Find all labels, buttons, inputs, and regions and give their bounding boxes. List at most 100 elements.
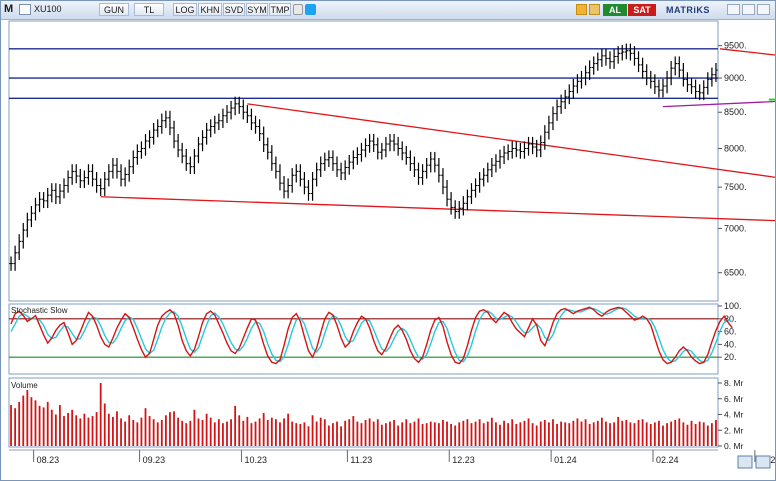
volume-bar bbox=[177, 417, 180, 446]
price-bar bbox=[433, 151, 437, 173]
volume-bar bbox=[478, 419, 481, 446]
volume-y-tick-label: 2. Mr bbox=[724, 425, 744, 435]
chart-canvas[interactable]: 6500. 7000. 7500. 8000. 8500. 9000. 9500. 100. 8… bbox=[1, 20, 775, 480]
price-bar bbox=[469, 183, 474, 204]
price-bar bbox=[701, 80, 706, 101]
price-bar bbox=[693, 79, 698, 99]
volume-bar bbox=[226, 421, 228, 446]
price-bar bbox=[294, 164, 299, 183]
volume-bar bbox=[482, 423, 485, 446]
alarm-icon[interactable] bbox=[589, 4, 600, 15]
price-bar bbox=[74, 164, 79, 184]
price-bar bbox=[494, 154, 498, 173]
minimize-icon[interactable] bbox=[727, 4, 740, 15]
volume-bar bbox=[291, 421, 294, 446]
volume-bar bbox=[662, 425, 664, 446]
volume-bar bbox=[250, 423, 253, 446]
price-bar bbox=[249, 108, 254, 131]
price-bar bbox=[653, 74, 657, 94]
close-icon[interactable] bbox=[757, 4, 770, 15]
trendline bbox=[662, 100, 775, 108]
log-scale-button[interactable]: LOG bbox=[173, 3, 197, 16]
price-bar bbox=[640, 57, 645, 79]
price-bar bbox=[192, 148, 197, 174]
price-bar bbox=[184, 148, 189, 171]
price-bar bbox=[302, 172, 307, 195]
price-bar bbox=[477, 172, 482, 193]
price-bar bbox=[208, 119, 213, 138]
price-bar bbox=[681, 62, 686, 87]
x-tick-label: 12.23 bbox=[452, 455, 475, 465]
volume-bar bbox=[26, 390, 29, 446]
volume-bar bbox=[613, 422, 615, 446]
volume-bar bbox=[413, 421, 416, 446]
volume-bar bbox=[372, 421, 375, 446]
stoch-k-line bbox=[10, 306, 733, 365]
volume-bar bbox=[222, 423, 224, 446]
volume-bar bbox=[140, 417, 143, 446]
volume-bar bbox=[653, 422, 656, 446]
price-bar bbox=[131, 150, 136, 174]
tmp-button[interactable]: TMP bbox=[269, 3, 291, 16]
khn-button[interactable]: KHN bbox=[198, 3, 222, 16]
sym-button[interactable]: SYM bbox=[246, 3, 268, 16]
buy-button[interactable]: AL bbox=[603, 4, 627, 16]
twitter-icon[interactable] bbox=[305, 4, 316, 15]
volume-bar bbox=[393, 420, 395, 446]
price-bar bbox=[147, 130, 152, 149]
price-bar bbox=[233, 96, 237, 116]
volume-bar bbox=[303, 422, 306, 446]
volume-bar bbox=[462, 420, 465, 446]
volume-bar bbox=[340, 426, 342, 446]
price-bar bbox=[710, 67, 714, 87]
volume-bar bbox=[356, 421, 359, 446]
edit-icon[interactable] bbox=[576, 4, 587, 15]
volume-panel bbox=[8, 377, 719, 448]
volume-bar bbox=[429, 421, 432, 446]
price-y-tick-label: 8000. bbox=[724, 143, 747, 153]
price-bar bbox=[54, 183, 58, 204]
volume-bar bbox=[107, 413, 110, 446]
period-button[interactable]: GUN bbox=[99, 3, 129, 16]
chart-style-button[interactable]: TL bbox=[134, 3, 164, 16]
print-icon[interactable] bbox=[293, 4, 303, 15]
price-bar bbox=[37, 192, 42, 213]
price-bar bbox=[229, 100, 233, 120]
price-bar bbox=[351, 150, 356, 170]
symbol-label[interactable]: XU100 bbox=[34, 4, 62, 14]
volume-bar bbox=[523, 420, 526, 446]
sell-button[interactable]: SAT bbox=[628, 4, 656, 16]
price-bar bbox=[286, 178, 290, 199]
price-bar bbox=[616, 46, 620, 64]
price-bar bbox=[498, 149, 502, 169]
svd-button[interactable]: SVD bbox=[223, 3, 245, 16]
volume-bar bbox=[262, 412, 265, 446]
volume-bar bbox=[380, 424, 383, 446]
volume-bar bbox=[364, 420, 367, 446]
price-bar bbox=[261, 126, 266, 152]
price-bar bbox=[481, 168, 486, 187]
price-bar bbox=[583, 65, 588, 86]
volume-bar bbox=[116, 411, 118, 446]
price-bar bbox=[123, 167, 127, 187]
volume-bar bbox=[499, 424, 501, 446]
volume-bar bbox=[197, 418, 200, 446]
price-bar bbox=[604, 48, 608, 66]
zoom-in-icon bbox=[737, 455, 753, 469]
volume-bar bbox=[515, 423, 518, 446]
volume-y-tick-label: 8. Mr bbox=[724, 378, 744, 388]
price-bar bbox=[518, 142, 523, 159]
price-bar bbox=[343, 160, 347, 181]
price-bar bbox=[282, 175, 286, 199]
volume-bar bbox=[311, 415, 314, 446]
volume-bar bbox=[279, 422, 281, 446]
price-bar bbox=[380, 142, 384, 160]
price-bar bbox=[17, 234, 21, 261]
maximize-icon[interactable] bbox=[742, 4, 755, 15]
volume-bar bbox=[99, 383, 102, 446]
volume-bar bbox=[560, 421, 563, 446]
volume-bar bbox=[527, 418, 530, 446]
volume-bar bbox=[50, 409, 53, 446]
symbol-checkbox-icon[interactable] bbox=[19, 4, 31, 15]
trendline bbox=[247, 103, 775, 178]
